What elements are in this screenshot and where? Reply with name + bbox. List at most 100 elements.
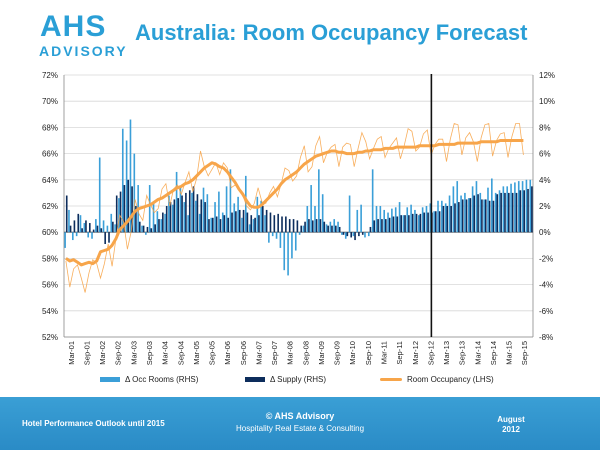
x-tick-label: Mar-08 [286, 341, 295, 365]
occ-rooms-bar [248, 224, 251, 233]
x-tick-label: Mar-10 [348, 341, 357, 365]
supply-bar [281, 216, 283, 233]
occ-rooms-bar [68, 209, 70, 233]
supply-bar [323, 221, 326, 233]
supply-bar [192, 186, 195, 233]
supply-bar [327, 225, 329, 233]
supply-bar [296, 220, 299, 233]
supply-bar [119, 191, 122, 233]
occ-rooms-bar [391, 208, 393, 233]
occ-rooms-bar [506, 186, 509, 233]
supply-bar [81, 228, 83, 233]
supply-bar [523, 190, 526, 233]
supply-bar [188, 190, 191, 233]
occ-rooms-bar [160, 219, 163, 233]
x-tick-label: Sep-09 [333, 341, 342, 365]
occ-rooms-bar [218, 191, 220, 233]
occ-rooms-bar [417, 215, 420, 233]
occ-rooms-bar [479, 192, 482, 233]
right-tick-label: 10% [539, 97, 555, 106]
occ-rooms-bar [352, 232, 355, 237]
supply-bar [100, 228, 103, 233]
supply-bar [388, 217, 391, 233]
supply-bar [511, 192, 514, 233]
occ-rooms-bar [141, 225, 143, 233]
supply-bar [461, 199, 464, 233]
occ-rooms-bar [398, 202, 401, 233]
supply-bar [138, 221, 141, 233]
occ-rooms-bar [441, 200, 443, 233]
occ-rooms-bar [183, 202, 186, 233]
supply-bar [311, 220, 314, 233]
supply-bar [88, 223, 91, 233]
occ-rooms-bar [71, 232, 74, 241]
occ-rooms-bar [475, 181, 478, 233]
supply-bar [231, 212, 233, 233]
occ-rooms-bar [356, 209, 359, 233]
occ-rooms-bar [387, 212, 389, 233]
supply-bar [227, 217, 229, 233]
occ-rooms-bar [344, 232, 347, 239]
occ-rooms-bar [179, 187, 182, 233]
supply-bar [504, 192, 506, 233]
supply-bar [115, 195, 118, 233]
supply-bar [265, 209, 268, 233]
x-tick-label: Sep-08 [301, 341, 310, 365]
supply-bar [315, 219, 318, 233]
occ-rooms-bar [225, 186, 228, 233]
supply-bar [408, 215, 410, 233]
right-tick-label: 4% [539, 176, 551, 185]
occ-rooms-bar [487, 187, 489, 233]
occ-rooms-bar [525, 179, 528, 233]
occ-rooms-bar [318, 169, 320, 233]
left-tick-label: 72% [42, 71, 58, 80]
occ-rooms-bar [287, 232, 289, 276]
supply-bar [369, 226, 372, 233]
occ-rooms-bar [87, 232, 89, 238]
supply-bar [450, 206, 452, 233]
occ-rooms-bar [152, 202, 155, 233]
supply-bar [304, 221, 306, 233]
occ-rooms-bar [302, 225, 305, 233]
right-tick-label: -2% [539, 254, 553, 263]
left-tick-label: 70% [42, 97, 58, 106]
x-tick-label: Mar-05 [192, 341, 201, 365]
occ-rooms-bar [175, 171, 178, 233]
occ-rooms-bar [371, 169, 374, 233]
occ-rooms-bar [241, 217, 243, 233]
supply-bar [123, 185, 126, 233]
legend-occ-rooms: Δ Occ Rooms (RHS) [100, 375, 198, 384]
occ-rooms-bar [95, 219, 97, 233]
supply-bar [361, 232, 364, 235]
occ-rooms-bar [529, 179, 532, 233]
supply-bar [127, 179, 130, 233]
occ-rooms-bar [260, 200, 262, 233]
supply-bar [346, 232, 349, 237]
right-tick-label: -6% [539, 307, 553, 316]
logo-sub-text: ADVISORY [39, 43, 128, 59]
occ-rooms-bar [402, 215, 405, 233]
footer-copyright: © AHS Advisory [265, 411, 335, 421]
supply-bar [108, 232, 110, 243]
left-tick-label: 52% [42, 333, 58, 342]
occupancy-chart: 52% 54% 56% 58% 60% 62% 64% 66% 68% 70% 72% -8% -6% -… [42, 71, 555, 365]
occ-rooms-bar [206, 194, 209, 233]
occ-rooms-bar [364, 232, 366, 238]
supply-bar [196, 194, 199, 233]
supply-bar [204, 202, 206, 233]
occ-rooms-bar [368, 232, 370, 237]
x-tick-label: Sep-07 [270, 341, 279, 365]
supply-bar [508, 192, 510, 233]
occ-rooms-bar [514, 182, 516, 233]
occ-rooms-bar [145, 232, 147, 235]
occ-rooms-bar [110, 213, 113, 233]
supply-bar [423, 212, 426, 233]
occ-rooms-bar [98, 157, 101, 233]
supply-bar [258, 215, 260, 233]
supply-bar [531, 186, 533, 233]
monthly-occupancy-line [65, 122, 524, 293]
occ-rooms-bar [394, 207, 397, 233]
supply-bar [308, 219, 310, 233]
supply-bar [496, 194, 499, 233]
x-tick-label: Sep-12 [426, 341, 435, 365]
